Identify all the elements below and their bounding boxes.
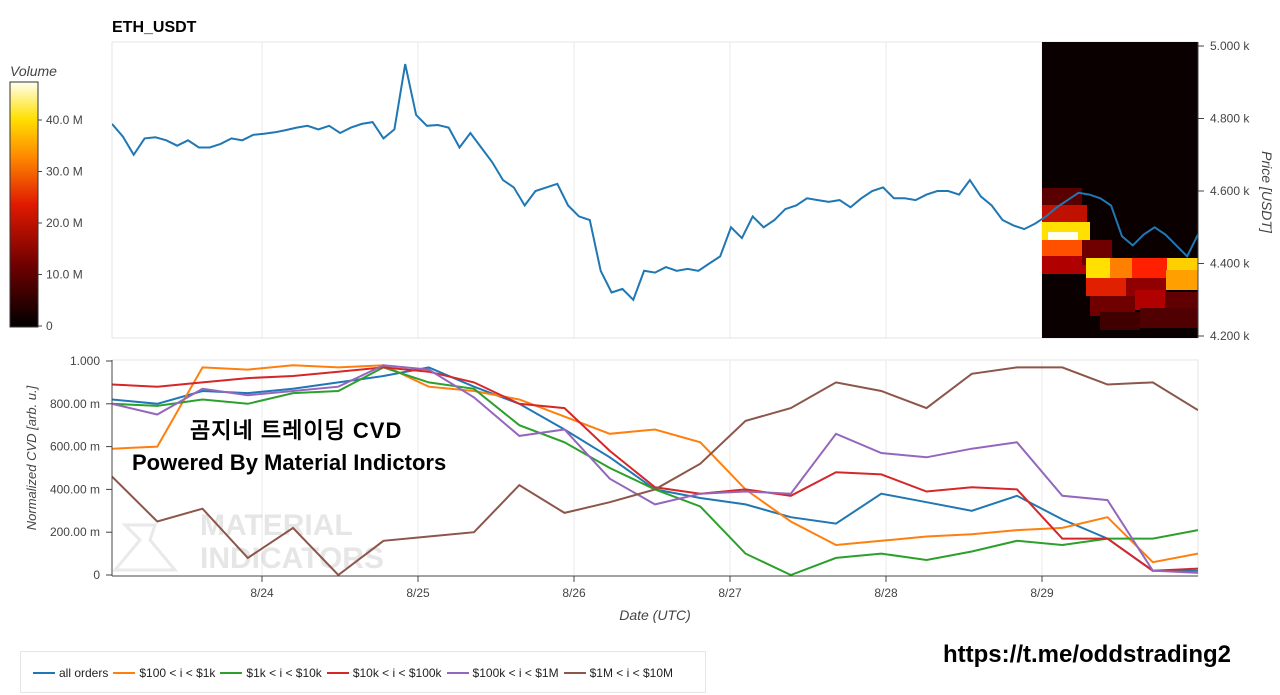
legend-item[interactable]: $100 < i < $1k	[113, 666, 215, 680]
overlay-title: 곰지네 트레이딩 CVD	[190, 418, 403, 443]
colorbar-tick-label: 30.0 M	[46, 165, 83, 179]
colorbar	[9, 81, 39, 328]
legend-items: all orders $100 < i < $1k $1k < i < $10k $1…	[33, 666, 678, 680]
cvd-x-tick-label: 8/27	[718, 586, 742, 600]
cvd-x-tick-label: 8/24	[250, 586, 274, 600]
heatmap-cell	[1086, 278, 1126, 296]
cvd-series-line	[112, 366, 1198, 576]
legend-label: $1M < i < $10M	[589, 666, 673, 680]
volume-heatmap	[1042, 42, 1198, 338]
cvd-y-tick-label: 1.000	[70, 354, 100, 368]
price-tick-label: 4.200 k	[1210, 329, 1250, 343]
price-plot-area	[111, 41, 1199, 339]
cvd-x-tick-label: 8/25	[406, 586, 430, 600]
cvd-x-tick-label: 8/28	[874, 586, 898, 600]
cvd-y-tick-label: 800.00 m	[50, 397, 100, 411]
cvd-grid	[261, 361, 1043, 575]
heatmap-cell	[1100, 312, 1140, 330]
cvd-y-ticks: 0 200.00 m 400.00 m 600.00 m 800.00 m 1.000	[50, 354, 112, 582]
legend-swatch	[33, 672, 55, 674]
price-tick-label: 4.600 k	[1210, 184, 1250, 198]
flask-icon	[111, 523, 179, 572]
colorbar-tick-label: 10.0 M	[46, 268, 83, 282]
cvd-y-tick-label: 200.00 m	[50, 525, 100, 539]
legend-label: $1k < i < $10k	[246, 666, 322, 680]
price-axis-label: Price [USDT]	[1259, 151, 1275, 234]
legend-label: $100k < i < $1M	[472, 666, 559, 680]
price-axis-ticks: 4.200 k 4.400 k 4.600 k 4.800 k 5.000 k	[1198, 39, 1250, 343]
cvd-x-tick-label: 8/26	[562, 586, 586, 600]
watermark-line2: INDICATORS	[200, 542, 384, 575]
legend-swatch	[326, 672, 349, 674]
colorbar-tick-label: 20.0 M	[46, 216, 83, 230]
cvd-series-line	[112, 364, 1198, 564]
cvd-series-group	[112, 364, 1198, 576]
legend-item[interactable]: $1M < i < $10M	[563, 666, 673, 680]
colorbar-tick-label: 40.0 M	[46, 113, 83, 127]
price-tick-label: 4.400 k	[1210, 257, 1250, 271]
heatmap-cell	[1140, 308, 1198, 328]
cvd-y-tick-label: 400.00 m	[50, 482, 100, 496]
legend-swatch	[446, 672, 469, 674]
cvd-y-tick-label: 0	[93, 568, 100, 582]
legend: all orders $100 < i < $1k $1k < i < $10k $1…	[20, 651, 706, 693]
legend-label: $100 < i < $1k	[139, 666, 216, 680]
heatmap-cell	[1166, 270, 1198, 290]
legend-swatch	[220, 672, 243, 674]
heatmap-cell	[1132, 258, 1167, 280]
chart-title: ETH_USDT	[112, 19, 197, 36]
cvd-series-line	[112, 364, 1198, 574]
overlay-subtitle: Powered By Material Indictors	[132, 450, 447, 475]
cvd-x-axis-label: Date (UTC)	[619, 607, 691, 623]
legend-item[interactable]: $100k < i < $1M	[446, 666, 559, 680]
heatmap-cell	[1110, 258, 1132, 280]
cvd-x-tick-label: 8/29	[1030, 586, 1054, 600]
heatmap-cell	[1042, 240, 1087, 258]
legend-swatch	[113, 672, 136, 674]
colorbar-tick-label: 0	[46, 319, 53, 333]
legend-label: $10k < i < $100k	[352, 666, 442, 680]
heatmap-cell	[1042, 256, 1092, 274]
legend-swatch	[563, 672, 586, 674]
colorbar-label: Volume	[10, 63, 57, 79]
cvd-y-axis-label: Normalized CVD [arb. u.]	[24, 385, 39, 530]
heatmap-cell	[1048, 232, 1078, 242]
cvd-y-tick-label: 600.00 m	[50, 440, 100, 454]
watermark-line1: MATERIAL	[200, 509, 353, 542]
material-indicators-watermark: MATERIAL INDICATORS	[111, 509, 384, 575]
legend-item[interactable]: all orders	[33, 666, 108, 680]
price-tick-label: 5.000 k	[1210, 39, 1250, 53]
heatmap-cell	[1135, 290, 1165, 310]
telegram-url[interactable]: https://t.me/oddstrading2	[943, 641, 1231, 668]
heatmap-cell	[1090, 296, 1135, 316]
cvd-series-line	[112, 366, 1198, 572]
heatmap-cell	[1042, 188, 1082, 208]
price-tick-label: 4.800 k	[1210, 112, 1250, 126]
legend-item[interactable]: $1k < i < $10k	[220, 666, 322, 680]
legend-label: all orders	[59, 666, 109, 680]
legend-item[interactable]: $10k < i < $100k	[326, 666, 442, 680]
cvd-x-ticks: 8/24 8/25 8/26 8/27 8/28 8/29	[250, 576, 1054, 600]
price-line	[112, 63, 1198, 302]
heatmap-cell	[1165, 292, 1198, 308]
colorbar-ticks: 0 10.0 M 20.0 M 30.0 M 40.0 M	[38, 113, 83, 333]
